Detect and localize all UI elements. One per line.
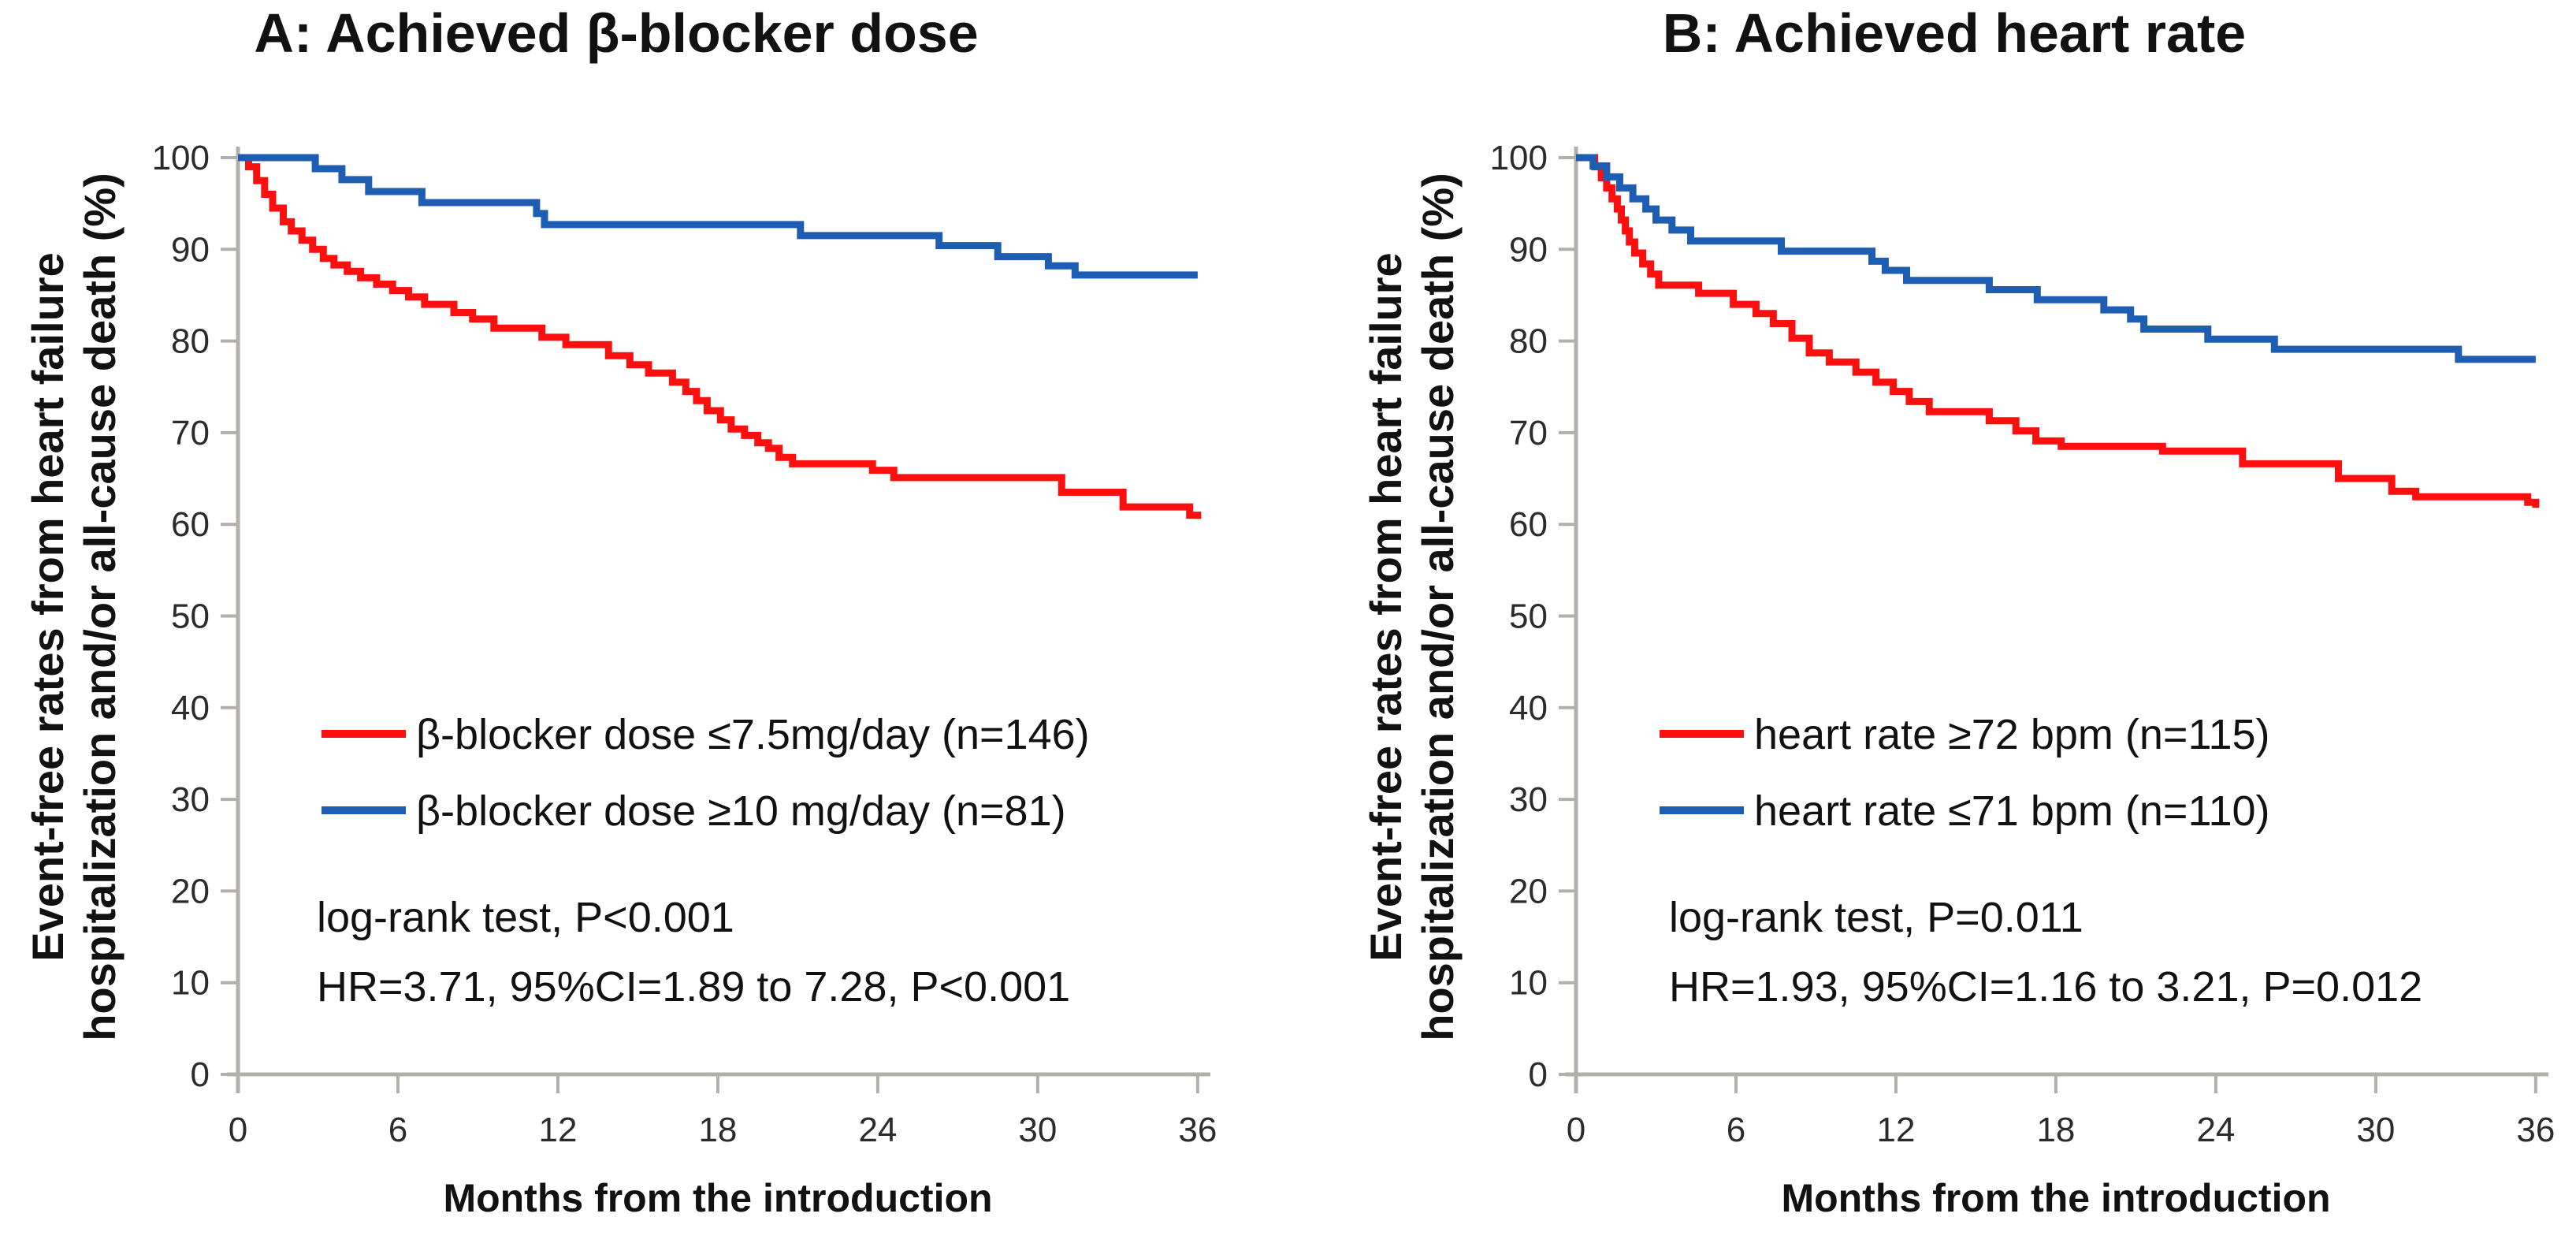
x-tick-label: 36 (1178, 1111, 1217, 1149)
y-tick-label: 40 (1509, 689, 1548, 728)
y-tick-label: 70 (1509, 414, 1548, 452)
panel-a-y-axis-label-line1: Event-free rates from heart failure (23, 252, 72, 961)
panel-a: A: Achieved β-blocker dose Event-free ra… (23, 2, 1217, 1220)
y-tick-label: 0 (191, 1055, 210, 1094)
y-tick-label: 90 (171, 230, 210, 269)
y-tick-label: 20 (1509, 872, 1548, 910)
y-tick-label: 30 (1509, 780, 1548, 819)
y-tick-label: 100 (1490, 139, 1548, 177)
panel-b-title: B: Achieved heart rate (1663, 2, 2246, 64)
series-line-blue (1576, 154, 2536, 363)
y-tick-label: 80 (171, 322, 210, 361)
y-tick-label: 20 (171, 872, 210, 910)
panel-b-y-axis-label-line1: Event-free rates from heart failure (1361, 252, 1411, 961)
series-line-blue (238, 154, 1198, 279)
y-tick-label: 60 (1509, 505, 1548, 544)
panel-a-logrank-text: log-rank test, P<0.001 (317, 894, 734, 941)
y-tick-label: 100 (152, 139, 210, 177)
x-tick-label: 0 (1567, 1111, 1585, 1149)
y-tick-label: 90 (1509, 230, 1548, 269)
panel-b-hazard-ratio-text: HR=1.93, 95%CI=1.16 to 3.21, P=0.012 (1669, 963, 2422, 1011)
series-line-red (1576, 154, 2540, 508)
panel-a-title: A: Achieved β-blocker dose (254, 2, 978, 64)
y-tick-label: 60 (171, 505, 210, 544)
y-tick-label: 0 (1529, 1055, 1548, 1094)
x-tick-label: 30 (1018, 1111, 1057, 1149)
panel-b-logrank-text: log-rank test, P=0.011 (1669, 894, 2083, 941)
series-line-red (238, 154, 1202, 519)
x-tick-label: 24 (858, 1111, 897, 1149)
panel-a-legend-red-label: β-blocker dose ≤7.5mg/day (n=146) (416, 711, 1090, 758)
panel-a-plot-area: 0 10 20 30 40 50 60 70 80 90 100 0 6 12 18 24 30 36 (152, 139, 1217, 1149)
panel-a-hazard-ratio-text: HR=3.71, 95%CI=1.89 to 7.28, P<0.001 (317, 963, 1070, 1011)
y-tick-label: 10 (171, 964, 210, 1003)
panel-b-y-axis-label-line2: hospitalization and/or all-cause death (… (1413, 173, 1463, 1041)
x-tick-label: 36 (2516, 1111, 2555, 1149)
x-tick-label: 12 (538, 1111, 577, 1149)
panel-a-x-axis-label: Months from the introduction (443, 1176, 992, 1220)
x-tick-label: 12 (1876, 1111, 1915, 1149)
y-tick-label: 50 (1509, 597, 1548, 636)
x-tick-label: 0 (229, 1111, 247, 1149)
x-tick-label: 30 (2356, 1111, 2395, 1149)
panel-b-legend-blue-label: heart rate ≤71 bpm (n=110) (1754, 787, 2270, 835)
y-tick-label: 70 (171, 414, 210, 452)
x-tick-label: 24 (2196, 1111, 2235, 1149)
y-tick-label: 40 (171, 689, 210, 728)
x-tick-label: 18 (2036, 1111, 2075, 1149)
y-tick-label: 10 (1509, 964, 1548, 1003)
panel-a-legend-blue-label: β-blocker dose ≥10 mg/day (n=81) (416, 787, 1066, 835)
y-tick-label: 30 (171, 780, 210, 819)
panel-b-plot-area: 0 10 20 30 40 50 60 70 80 90 100 0 6 12 18 24 30 36 (1490, 139, 2556, 1149)
panel-b-legend-red-label: heart rate ≥72 bpm (n=115) (1754, 711, 2270, 758)
x-tick-label: 6 (1727, 1111, 1745, 1149)
panel-b-x-axis-label: Months from the introduction (1781, 1176, 2330, 1220)
panel-a-y-axis-label-line2: hospitalization and/or all-cause death (… (75, 173, 125, 1041)
y-tick-label: 50 (171, 597, 210, 636)
x-tick-label: 6 (388, 1111, 407, 1149)
x-tick-label: 18 (698, 1111, 737, 1149)
panel-b: B: Achieved heart rate Event-free rates … (1361, 2, 2555, 1220)
y-tick-label: 80 (1509, 322, 1548, 361)
